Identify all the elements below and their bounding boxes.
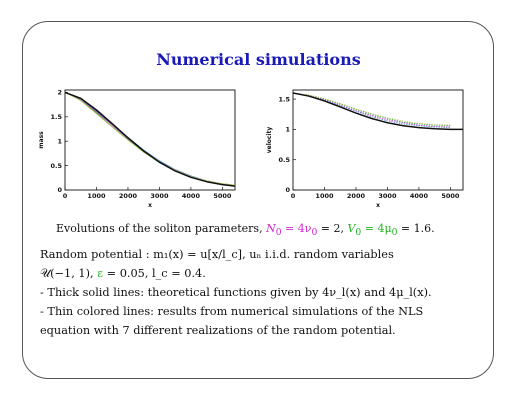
plot-frame: [292, 89, 464, 191]
caption-v0: V0 = 4μ0: [347, 222, 398, 239]
x-tick-label: 3000: [150, 192, 169, 200]
y-tick-label: 0.5: [278, 156, 290, 164]
slide-frame: [22, 21, 494, 379]
velocity-chart: 0 1000 2000 3000 4000 5000 0 0.5 1 1.5 x velocity: [266, 89, 464, 209]
x-tick-label: 2000: [119, 192, 138, 200]
x-tick-label: 3000: [378, 192, 397, 200]
x-tick-label: 4000: [182, 192, 201, 200]
x-tick-label: 1000: [315, 192, 334, 200]
theory-line: [292, 92, 463, 131]
caption-prefix: Evolutions of the soliton parameters,: [56, 222, 267, 235]
y-tick-label: 1.5: [50, 113, 62, 121]
x-tick-label: 0: [291, 192, 296, 200]
y-axis-label: velocity: [266, 127, 273, 154]
x-tick-label: 2000: [347, 192, 366, 200]
slide-body: Random potential : m₁(x) = u[x/l_c], uₙ …: [40, 245, 470, 340]
x-axis-label: x: [148, 202, 152, 209]
y-tick-label: 0.5: [50, 162, 62, 170]
mass-chart: 0 1000 2000 3000 4000 5000 0 0.5 1 1.5 2 x mass: [38, 89, 236, 209]
y-axis-label: mass: [38, 131, 45, 149]
body-line-potential: Random potential : m₁(x) = u[x/l_c], uₙ …: [40, 248, 394, 261]
simulation-line: [292, 92, 451, 127]
theory-line: [64, 91, 236, 187]
y-tick-label: 0: [285, 186, 290, 194]
x-tick-label: 1000: [87, 192, 106, 200]
simulation-line: [292, 92, 451, 126]
caption-v0-value: = 1.6.: [397, 222, 435, 235]
caption-n0-value: = 2,: [317, 222, 348, 235]
caption-n0: N0 = 4ν0: [266, 222, 318, 239]
y-tick-label: 0: [57, 186, 62, 194]
figure-caption: Evolutions of the soliton parameters, N0…: [56, 222, 435, 238]
plot-frame: [64, 89, 236, 191]
body-line-thin: - Thin colored lines: results from numer…: [40, 305, 424, 318]
y-tick-label: 1: [285, 126, 290, 134]
body-line-distribution: 𝒰(−1, 1), ε = 0.05, l_c = 0.4.: [40, 267, 206, 280]
x-tick-label: 0: [63, 192, 68, 200]
simulation-line: [292, 92, 451, 128]
slide-title: Numerical simulations: [156, 50, 361, 69]
x-tick-label: 4000: [410, 192, 429, 200]
y-tick-label: 2: [57, 89, 62, 97]
y-tick-label: 1: [57, 137, 62, 145]
body-line-thin-cont: equation with 7 different realizations o…: [40, 324, 396, 337]
simulation-line: [292, 92, 451, 128]
x-tick-label: 5000: [213, 192, 232, 200]
x-axis-label: x: [376, 202, 380, 209]
x-tick-label: 5000: [441, 192, 460, 200]
epsilon-symbol: ε: [97, 267, 104, 280]
body-line-thick: - Thick solid lines: theoretical functio…: [40, 286, 432, 299]
y-tick-label: 1.5: [278, 95, 290, 103]
